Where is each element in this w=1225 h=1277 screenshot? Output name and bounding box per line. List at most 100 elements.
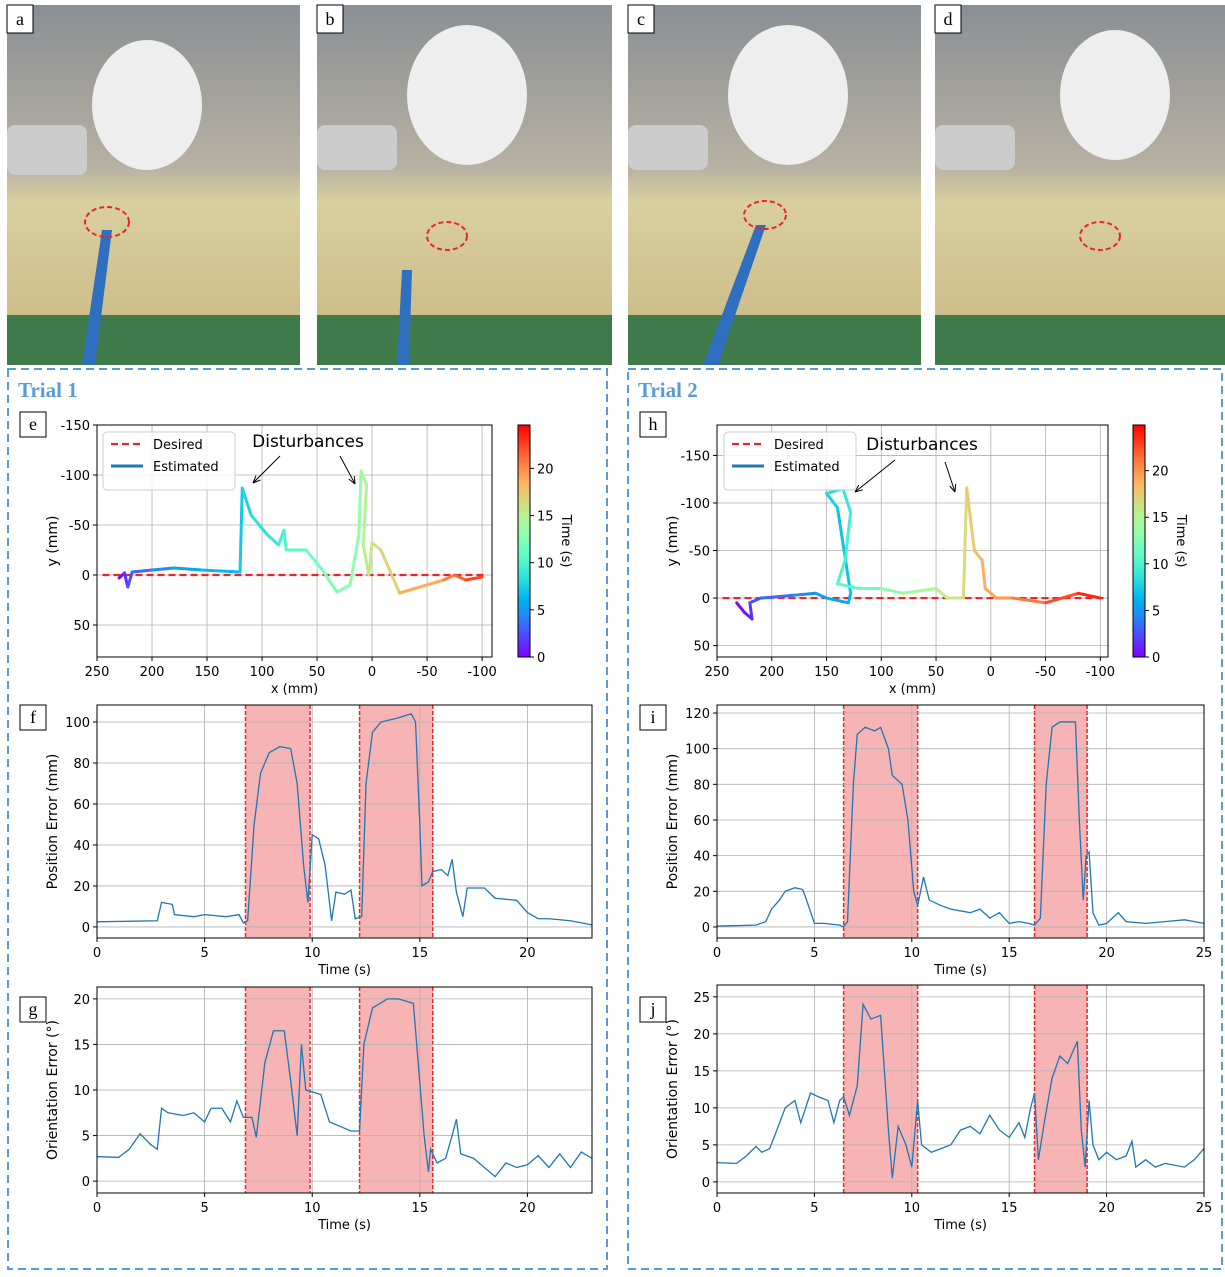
annotation-arrow	[252, 455, 281, 484]
x-tick-label: 100	[869, 665, 894, 680]
y-axis-label: y (mm)	[665, 516, 681, 567]
x-tick-label: 0	[713, 946, 721, 961]
trajectory-segment	[1076, 591, 1102, 600]
y-tick-label: 0	[82, 921, 90, 936]
x-tick-label: 150	[195, 665, 220, 680]
trajectory-segment	[835, 506, 853, 595]
x-tick-label: -100	[467, 665, 497, 680]
x-tick-label: 10	[304, 1201, 321, 1216]
x-tick-label: 20	[1098, 946, 1115, 961]
trajectory-segment	[841, 487, 853, 514]
y-tick-label: 15	[73, 1038, 90, 1053]
photo	[317, 5, 612, 365]
panel-label-box	[6, 4, 34, 34]
colorbar-tick-label: 20	[1152, 465, 1169, 480]
trajectory-segment	[972, 549, 984, 562]
series-group	[97, 998, 592, 1178]
trajectory-segment	[835, 582, 861, 591]
y-tick-label: 80	[693, 778, 710, 793]
panel-label: h	[649, 414, 658, 434]
x-tick-label: 0	[987, 665, 995, 680]
trajectory-segment	[379, 548, 402, 595]
y-tick-label: 100	[685, 743, 710, 758]
y-tick-label: 80	[73, 757, 90, 772]
series-group	[102, 469, 488, 595]
panel-label-box	[19, 996, 47, 1023]
y-tick-label: -100	[680, 497, 710, 512]
colorbar-label: Time (s)	[558, 514, 573, 568]
x-axis-label: Time (s)	[317, 1218, 371, 1233]
panel-label-box	[19, 704, 47, 731]
panel-label: j	[649, 999, 655, 1019]
trajectory-segment	[1044, 591, 1080, 605]
trajectory-segment	[759, 593, 796, 600]
x-tick-label: 0	[368, 665, 376, 680]
y-tick-label: 20	[73, 993, 90, 1008]
y-tick-label: 20	[693, 1028, 710, 1043]
y-tick-label: 10	[693, 1102, 710, 1117]
x-tick-label: 200	[759, 665, 784, 680]
disturbance-span	[1034, 705, 1088, 938]
trajectory-segment	[361, 483, 369, 547]
x-tick-label: 15	[1001, 1201, 1018, 1216]
x-tick-label: 100	[250, 665, 275, 680]
trajectory-segment	[304, 548, 325, 572]
trajectory-segment	[335, 583, 352, 594]
x-axis-label: Time (s)	[933, 963, 987, 978]
trajectory-segment	[130, 568, 154, 574]
chart: 0 5 10 15 20 0 20 40 60 80 100 Time (s) Position Err…	[19, 704, 593, 978]
y-axis-label: Orientation Error (°)	[665, 1019, 681, 1159]
photo	[935, 5, 1225, 365]
x-tick-label: 5	[810, 1201, 818, 1216]
y-tick-label: 0	[702, 592, 710, 607]
x-tick-label: 0	[93, 946, 101, 961]
plot-frame	[96, 704, 593, 939]
panel-label-box	[934, 4, 962, 34]
x-tick-label: 20	[519, 1201, 536, 1216]
colorbar-label: Time (s)	[1173, 514, 1188, 568]
panel-label: i	[650, 707, 655, 727]
x-tick-label: 10	[304, 946, 321, 961]
y-tick-label: 120	[685, 707, 710, 722]
y-tick-label: 40	[73, 839, 90, 854]
x-tick-label: 25	[1196, 1201, 1213, 1216]
trajectory-segment	[748, 601, 754, 621]
trajectory-segment	[825, 491, 839, 510]
panel-label-box	[19, 411, 47, 438]
x-tick-label: 10	[904, 1201, 921, 1216]
data-line	[97, 998, 592, 1178]
y-tick-label: 20	[693, 885, 710, 900]
y-tick-label: 5	[82, 1130, 90, 1145]
series-group	[97, 713, 592, 926]
panel-label: c	[637, 9, 645, 29]
colorbar-tick-label: 0	[1152, 651, 1160, 666]
trajectory-segment	[835, 558, 847, 586]
y-axis-label: Position Error (mm)	[665, 754, 681, 890]
colorbar-tick-label: 10	[537, 557, 554, 572]
trial-box	[627, 368, 1223, 1270]
colorbar-tick-label: 15	[1152, 511, 1169, 526]
trial-title: Trial 2	[638, 378, 698, 402]
panel-label: f	[30, 707, 36, 727]
panel-label: b	[326, 9, 335, 29]
series-group	[717, 721, 1204, 928]
x-tick-label: 50	[309, 665, 326, 680]
x-tick-label: 0	[93, 1201, 101, 1216]
x-tick-label: 15	[412, 946, 429, 961]
arrow-head	[348, 475, 356, 485]
legend-label: Estimated	[774, 460, 840, 475]
x-axis-label: Time (s)	[933, 1218, 987, 1233]
y-tick-label: 0	[82, 1175, 90, 1190]
trajectory-segment	[150, 566, 176, 572]
trajectory-segment	[282, 528, 288, 552]
x-tick-label: 15	[1001, 946, 1018, 961]
trajectory-segment	[442, 573, 457, 582]
y-tick-label: 50	[693, 640, 710, 655]
arrow-head	[252, 475, 261, 484]
photo	[628, 5, 921, 365]
colorbar	[517, 424, 531, 658]
legend-box	[723, 431, 857, 491]
x-tick-label: 10	[904, 946, 921, 961]
colorbar-tick-label: 5	[1152, 604, 1160, 619]
